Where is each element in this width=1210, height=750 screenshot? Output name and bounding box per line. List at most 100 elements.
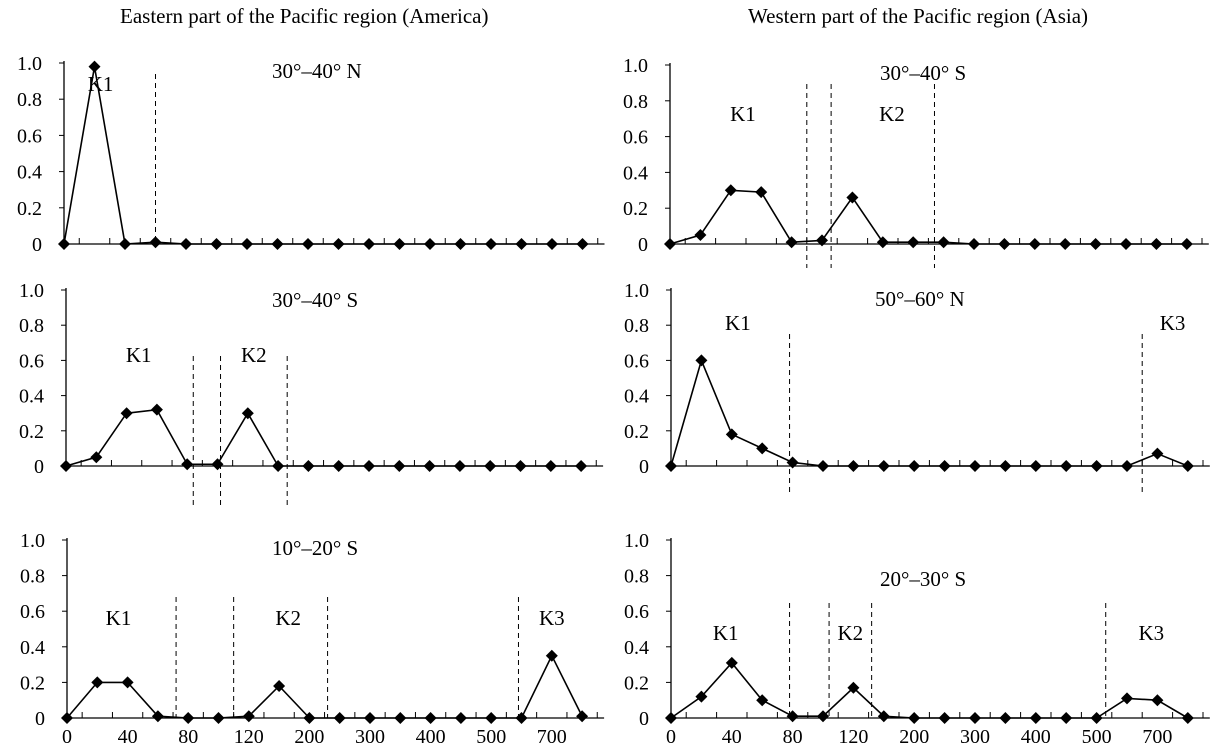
panel-title: 10°–20° S xyxy=(272,536,358,560)
data-point xyxy=(333,712,346,724)
x-tick-label: 80 xyxy=(178,726,198,748)
data-point xyxy=(786,456,799,469)
data-point xyxy=(423,460,436,472)
y-tick-label: 0.4 xyxy=(624,637,649,659)
y-tick-label: 0.2 xyxy=(624,421,649,443)
data-point xyxy=(1089,238,1102,250)
data-point xyxy=(241,407,254,420)
data-point xyxy=(1060,712,1073,724)
data-point xyxy=(756,442,769,455)
y-tick-label: 0.4 xyxy=(17,162,42,184)
x-tick-label: 400 xyxy=(1021,726,1051,748)
data-point xyxy=(424,238,436,250)
data-point xyxy=(969,460,981,472)
x-tick-label: 40 xyxy=(118,726,138,748)
series-line xyxy=(66,653,583,719)
x-tick-label: 120 xyxy=(838,726,868,748)
x-tick-label: 700 xyxy=(1142,726,1172,748)
data-point xyxy=(695,354,708,367)
y-tick-label: 0.2 xyxy=(19,421,44,443)
data-point xyxy=(575,460,588,472)
cluster-label: K2 xyxy=(879,102,905,126)
x-tick-label: 40 xyxy=(722,726,742,748)
data-point xyxy=(545,649,558,662)
data-point xyxy=(273,679,286,692)
y-tick-label: 0 xyxy=(34,456,44,478)
data-point xyxy=(120,407,133,420)
data-point xyxy=(877,460,890,472)
data-point xyxy=(1060,460,1073,472)
y-tick-label: 0.4 xyxy=(19,386,44,408)
y-tick-label: 0.6 xyxy=(624,350,649,372)
data-point xyxy=(908,712,921,724)
data-point xyxy=(485,238,497,250)
data-point xyxy=(908,460,921,472)
chart-panel-3: 0 0.2 0.4 0.6 0.8 1.0 0 40 80 120 200 300 400 500 700 1… xyxy=(20,530,605,748)
data-point xyxy=(576,710,589,723)
panel-title: 30°–40° N xyxy=(272,59,362,83)
data-point xyxy=(665,712,677,724)
data-point xyxy=(91,676,104,689)
chart-panel-4: 0 0.2 0.4 0.6 0.8 1.0 30°–40° S K1 K2 xyxy=(623,55,1209,268)
cluster-label: K1 xyxy=(106,606,132,630)
data-point xyxy=(1151,447,1164,460)
data-point xyxy=(241,238,253,250)
series-line xyxy=(670,357,1189,467)
chart-panel-2: 0 0.2 0.4 0.6 0.8 1.0 30°–40° S K1 K2 xyxy=(19,280,604,506)
data-point xyxy=(394,712,407,724)
series-line xyxy=(669,189,1187,245)
y-tick-label: 0.8 xyxy=(624,566,649,588)
y-tick-label: 1.0 xyxy=(624,530,649,552)
y-tick-label: 0.6 xyxy=(19,350,44,372)
data-point xyxy=(817,460,829,472)
data-point xyxy=(211,458,224,471)
y-tick-label: 0.8 xyxy=(20,566,45,588)
data-point xyxy=(969,712,981,724)
cluster-label: K1 xyxy=(126,343,152,367)
data-point xyxy=(1151,694,1164,707)
data-point xyxy=(182,712,195,724)
data-point xyxy=(576,238,589,250)
y-tick-label: 0.4 xyxy=(624,386,649,408)
data-point xyxy=(544,460,557,472)
data-point xyxy=(454,238,467,250)
cluster-label: K2 xyxy=(241,343,267,367)
data-point xyxy=(515,712,528,724)
data-point xyxy=(724,184,737,197)
data-point xyxy=(725,428,738,441)
data-point xyxy=(393,238,406,250)
data-point xyxy=(694,229,707,242)
chart-panel-5: 0 0.2 0.4 0.6 0.8 1.0 50°–60° N K1 K3 xyxy=(624,280,1210,496)
y-tick-label: 0.2 xyxy=(20,672,45,694)
data-point xyxy=(785,236,798,249)
chart-panel-1: 0 0.2 0.4 0.6 0.8 1.0 30°–40° N K1 xyxy=(17,53,605,256)
data-point xyxy=(907,236,920,249)
cluster-label: K2 xyxy=(838,621,864,645)
data-point xyxy=(393,460,406,472)
data-point xyxy=(1150,238,1163,250)
column-title-right: Western part of the Pacific region (Asia… xyxy=(748,4,1089,28)
data-point xyxy=(484,460,497,472)
y-tick-label: 0.4 xyxy=(623,162,648,184)
data-point xyxy=(1059,238,1072,250)
data-point xyxy=(1121,692,1133,705)
data-point xyxy=(364,712,376,724)
series-line xyxy=(65,408,582,467)
data-point xyxy=(999,712,1012,724)
data-point xyxy=(877,710,890,723)
data-point xyxy=(1090,460,1103,472)
data-point xyxy=(485,712,498,724)
y-tick-label: 1.0 xyxy=(19,280,44,302)
panel-title: 30°–40° S xyxy=(880,61,966,85)
y-tick-label: 0.8 xyxy=(19,315,44,337)
x-tick-label: 500 xyxy=(476,726,506,748)
x-tick-label: 300 xyxy=(355,726,385,748)
chart-panel-6: 0 0.2 0.4 0.6 0.8 1.0 0 40 80 120 200 300 400 500 700 2… xyxy=(624,530,1210,748)
y-tick-label: 0.6 xyxy=(17,125,42,147)
column-title-left: Eastern part of the Pacific region (Amer… xyxy=(120,4,489,28)
data-point xyxy=(88,60,101,73)
data-point xyxy=(515,238,528,250)
x-tick-label: 120 xyxy=(234,726,264,748)
y-tick-label: 0.6 xyxy=(20,601,45,623)
data-point xyxy=(149,236,162,249)
